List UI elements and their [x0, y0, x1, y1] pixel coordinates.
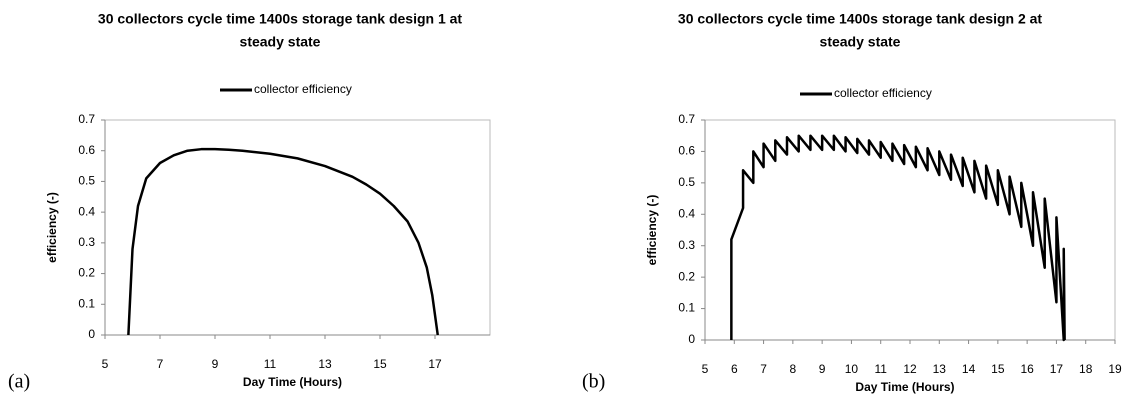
- legend-label: collector efficiency: [834, 86, 932, 100]
- y-tick-label: 0.5: [678, 175, 695, 189]
- legend-label: collector efficiency: [254, 82, 352, 96]
- y-axis-label: efficiency (-): [645, 195, 659, 266]
- x-axis-label: Day Time (Hours): [855, 380, 954, 394]
- chart-title: 30 collectors cycle time 1400s storage t…: [678, 11, 1043, 27]
- x-tick-label: 11: [264, 357, 277, 371]
- x-tick-label: 14: [962, 362, 976, 376]
- data-line: [730, 134, 1066, 342]
- x-tick-label: 9: [819, 362, 826, 376]
- y-tick-label: 0.2: [678, 269, 695, 283]
- x-tick-label: 17: [428, 357, 442, 371]
- plot-area: [704, 119, 1116, 341]
- y-tick-label: 0.7: [678, 112, 695, 126]
- x-tick-label: 12: [903, 362, 917, 376]
- x-tick-label: 6: [731, 362, 738, 376]
- x-tick-label: 10: [845, 362, 859, 376]
- x-tick-label: 5: [702, 362, 709, 376]
- x-tick-label: 7: [760, 362, 767, 376]
- y-tick-label: 0: [88, 327, 95, 341]
- y-tick-label: 0.1: [678, 301, 695, 315]
- x-tick-label: 19: [1108, 362, 1122, 376]
- y-tick-label: 0.1: [78, 296, 95, 310]
- x-tick-label: 18: [1079, 362, 1093, 376]
- x-axis-label: Day Time (Hours): [243, 375, 342, 389]
- panel-label: (a): [8, 371, 30, 393]
- x-tick-label: 13: [318, 357, 332, 371]
- x-tick-label: 9: [212, 357, 219, 371]
- y-tick-label: 0.6: [678, 144, 695, 158]
- panel-label: (b): [582, 371, 605, 393]
- y-tick-label: 0.4: [678, 206, 695, 220]
- y-tick-label: 0: [688, 332, 695, 346]
- x-tick-label: 11: [874, 362, 887, 376]
- x-tick-label: 16: [1020, 362, 1034, 376]
- x-tick-label: 15: [991, 362, 1005, 376]
- y-tick-label: 0.4: [78, 204, 95, 218]
- y-tick-label: 0.3: [678, 238, 695, 252]
- x-tick-label: 7: [157, 357, 164, 371]
- x-tick-label: 5: [102, 357, 109, 371]
- y-tick-label: 0.6: [78, 143, 95, 157]
- y-axis-label: efficiency (-): [45, 192, 59, 263]
- y-tick-label: 0.5: [78, 174, 95, 188]
- data-line: [127, 147, 439, 336]
- chart-title: steady state: [820, 34, 901, 50]
- y-tick-label: 0.7: [78, 112, 95, 126]
- x-tick-label: 8: [790, 362, 797, 376]
- y-tick-label: 0.2: [78, 266, 95, 280]
- chart-title: steady state: [240, 34, 321, 50]
- chart-title: 30 collectors cycle time 1400s storage t…: [98, 11, 463, 27]
- x-tick-label: 17: [1050, 362, 1064, 376]
- x-tick-label: 13: [933, 362, 947, 376]
- x-tick-label: 15: [373, 357, 387, 371]
- y-tick-label: 0.3: [78, 235, 95, 249]
